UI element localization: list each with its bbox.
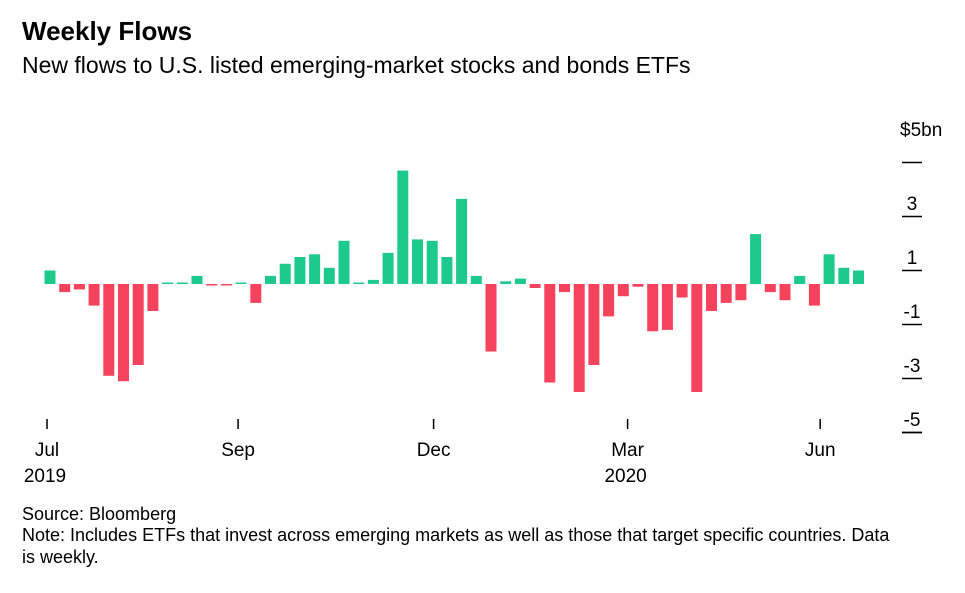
bar-week-19 [309,254,321,284]
bar-week-43 [661,284,673,330]
x-tick-label-jun: Jun [805,440,836,461]
bar-week-15 [250,284,262,303]
x-tick-label-sep: Sep [221,440,255,461]
x-tick-year-2020: 2020 [604,466,646,487]
weekly-flows-chart: $5bn 3 1 -1 -3 -5 Jul 2019 Sep Dec Mar 2020 Jun [24,120,942,487]
footnote: Note: Includes ETFs that invest across e… [22,525,890,567]
bar-week-29 [456,198,468,284]
bar-week-47 [720,284,732,303]
bar-week-14 [235,282,247,284]
bar-week-33 [514,278,526,284]
bar-week-16 [265,275,276,284]
chart-title: Weekly Flows [22,16,193,46]
bar-week-28 [441,257,453,284]
bar-week-34 [529,284,541,288]
bar-week-7 [132,284,144,365]
bar-week-3 [73,284,85,290]
chart-subtitle: New flows to U.S. listed emerging-market… [22,52,691,78]
bar-week-30 [470,275,482,284]
bar-week-2 [59,284,71,293]
x-tick-label-jul: Jul [35,440,59,461]
source-note: Source: Bloomberg [22,504,177,524]
bar-week-53 [808,284,820,306]
bar-week-40 [617,284,629,297]
bar-week-11 [191,275,203,284]
bar-week-10 [176,282,188,284]
y-tick-label: -3 [904,356,921,377]
bar-week-48 [735,284,747,301]
bar-week-52 [794,275,806,284]
y-tick-label: -5 [904,410,921,431]
bar-week-35 [544,284,556,383]
bar-week-25 [397,170,409,284]
bar-week-56 [853,270,864,284]
bar-week-21 [338,240,350,284]
y-axis-unit-label: $5bn [900,120,942,141]
bar-week-41 [632,284,644,287]
bar-week-9 [162,282,174,284]
y-tick-label: 1 [907,248,918,269]
bar-week-50 [764,284,776,293]
bar-week-13 [220,284,232,286]
bar-week-8 [147,284,159,311]
x-tick-label-dec: Dec [417,440,451,461]
bar-week-42 [647,284,659,332]
bar-week-26 [412,239,423,284]
bar-week-54 [823,254,835,284]
bar-week-45 [691,284,703,392]
x-tick-label-mar: Mar [611,440,644,461]
bar-week-22 [353,282,365,284]
bar-week-17 [279,263,291,285]
bar-week-39 [603,284,615,317]
bar-week-24 [382,252,394,284]
bar-week-55 [838,267,850,284]
bar-week-38 [588,284,600,365]
bar-week-46 [706,284,717,311]
bar-week-6 [118,284,129,382]
bar-week-1 [44,270,56,284]
bar-week-49 [750,234,762,285]
bar-week-20 [323,267,335,284]
bar-week-51 [779,284,791,301]
bar-week-12 [206,284,218,286]
bar-week-31 [485,284,497,352]
bar-week-27 [426,240,438,284]
y-tick-label: 3 [907,194,918,215]
bar-week-5 [103,284,115,376]
x-tick-year-2019: 2019 [24,466,66,487]
bar-week-36 [559,284,570,293]
bar-week-44 [676,284,688,298]
bar-week-18 [294,257,306,284]
bar-week-32 [500,281,512,284]
bar-week-37 [573,284,585,392]
y-tick-label: -1 [904,302,921,323]
bar-week-4 [88,284,100,306]
bar-week-23 [367,279,379,284]
